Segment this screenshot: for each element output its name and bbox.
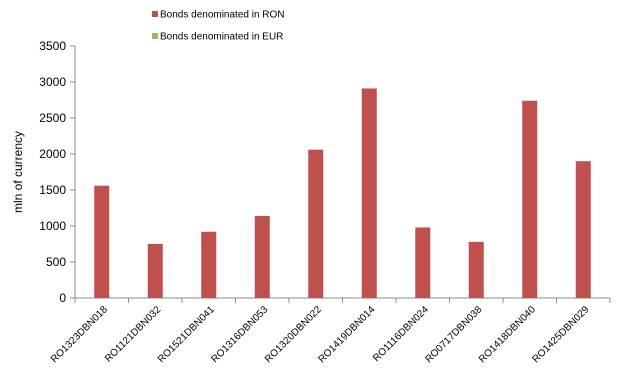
bar-ro1320dbn022 — [308, 149, 324, 298]
x-tick-label: RO1418DBN040 — [477, 304, 538, 365]
y-tick-label: 3000 — [39, 75, 66, 89]
legend-swatch-eur — [152, 33, 158, 39]
y-tick-label: 1500 — [39, 183, 66, 197]
bar-ro1419dbn014 — [361, 88, 377, 298]
y-axis: 0 500 1000 1500 2000 2500 3000 3500 — [39, 39, 76, 305]
x-tick-label: RO1323DBN018 — [49, 304, 110, 365]
x-tick-label: RO1316DBN053 — [210, 304, 271, 365]
x-tick-label: RO1521DBN041 — [156, 304, 217, 365]
x-tick-label: RO1419DBN014 — [317, 304, 378, 365]
x-tick-label: RO1425DBN029 — [531, 304, 592, 365]
bar-ro1521dbn041 — [201, 231, 217, 298]
bar-ro1323dbn018 — [94, 185, 110, 298]
x-axis: RO1323DBN018RO1121DBN032RO1521DBN041RO13… — [49, 297, 611, 365]
legend-swatch-ron — [152, 11, 158, 17]
bar-ro0717dbn038 — [468, 241, 484, 298]
y-axis-label: mln of currency — [11, 131, 25, 213]
y-tick-label: 500 — [46, 255, 66, 269]
y-tick-label: 2500 — [39, 111, 66, 125]
legend-label-ron: Bonds denominated in RON — [160, 10, 285, 21]
y-tick-label: 3500 — [39, 39, 66, 53]
y-tick-label: 1000 — [39, 219, 66, 233]
bar-ro1316dbn053 — [254, 215, 270, 298]
bars — [94, 88, 591, 298]
legend-label-eur: Bonds denominated in EUR — [160, 32, 283, 43]
bar-ro1116dbn024 — [415, 227, 431, 298]
x-tick-label: RO1121DBN032 — [103, 304, 164, 365]
bar-ro1121dbn032 — [147, 244, 163, 298]
bar-ro1425dbn029 — [575, 161, 591, 298]
x-tick-label: RO0717DBN038 — [424, 304, 485, 365]
x-tick-label: RO1116DBN024 — [371, 304, 431, 364]
bar-ro1418dbn040 — [522, 100, 538, 298]
y-tick-label: 2000 — [39, 147, 66, 161]
chart-legend: Bonds denominated in RON Bonds denominate… — [152, 10, 285, 43]
y-tick-label: 0 — [59, 291, 66, 305]
x-tick-label: RO1320DBN022 — [263, 304, 324, 365]
